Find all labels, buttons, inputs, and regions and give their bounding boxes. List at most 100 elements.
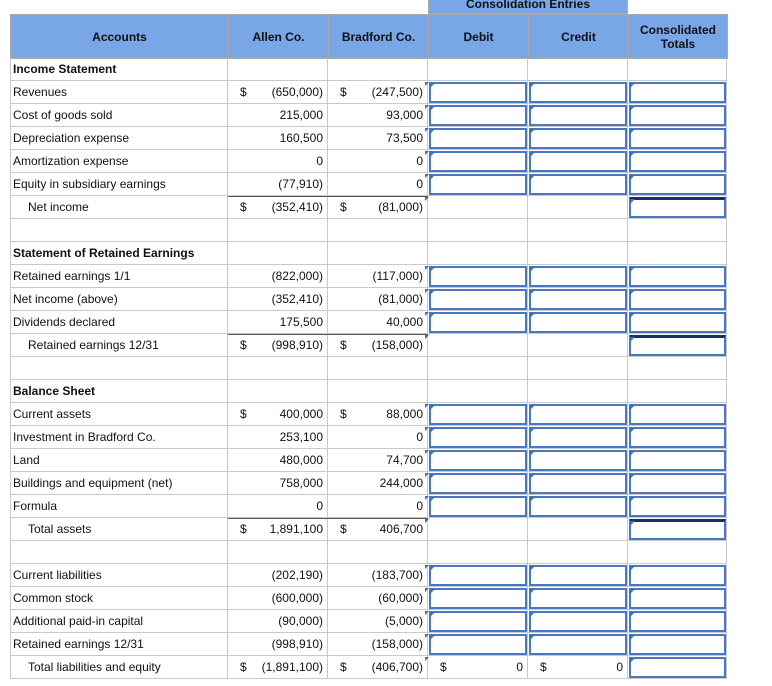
- input-box[interactable]: [529, 588, 627, 609]
- grid-cell: [10, 173, 228, 196]
- input-box[interactable]: [629, 151, 726, 172]
- input-box[interactable]: [529, 473, 627, 494]
- grid-cell: [10, 380, 228, 403]
- input-box[interactable]: [429, 82, 527, 103]
- grid-cell: [10, 196, 228, 219]
- input-box[interactable]: [429, 105, 527, 126]
- input-box[interactable]: [429, 151, 527, 172]
- input-box[interactable]: [529, 174, 627, 195]
- amount: (998,910): [271, 338, 323, 352]
- grid-cell: [10, 242, 228, 265]
- account-label: Additional paid-in capital: [13, 614, 144, 628]
- input-box[interactable]: [629, 197, 726, 218]
- grid-cell: [10, 449, 228, 472]
- grid-cell: [628, 265, 727, 288]
- input-box[interactable]: [429, 427, 527, 448]
- amount: (158,000): [371, 338, 423, 352]
- input-box[interactable]: [629, 496, 726, 517]
- input-box[interactable]: [629, 404, 726, 425]
- input-box[interactable]: [529, 404, 627, 425]
- grid-cell: [528, 150, 628, 173]
- grid-cell: [528, 426, 628, 449]
- cell-flag: [425, 634, 429, 638]
- grid-cell: [228, 104, 328, 127]
- input-box[interactable]: [629, 565, 726, 586]
- input-box[interactable]: [529, 128, 627, 149]
- amount: 244,000: [379, 476, 423, 490]
- input-box[interactable]: [429, 611, 527, 632]
- input-box[interactable]: [529, 266, 627, 287]
- input-box[interactable]: [529, 427, 627, 448]
- grid-cell: [328, 541, 428, 564]
- input-box[interactable]: [429, 289, 527, 310]
- column-header: Allen Co.: [228, 14, 329, 59]
- input-box[interactable]: [629, 519, 726, 540]
- grid-cell: [228, 472, 328, 495]
- input-box[interactable]: [529, 151, 627, 172]
- input-box[interactable]: [429, 450, 527, 471]
- currency-sign: $: [240, 407, 247, 421]
- currency-sign: $: [340, 522, 347, 536]
- grid-cell: [428, 58, 528, 81]
- grid-cell: [428, 81, 528, 104]
- grid-cell: [328, 403, 428, 426]
- cell-flag: [425, 82, 429, 86]
- input-box[interactable]: [529, 565, 627, 586]
- grid-cell: [528, 219, 628, 242]
- input-box[interactable]: [429, 473, 527, 494]
- input-box[interactable]: [429, 565, 527, 586]
- amount: (998,910): [271, 637, 323, 651]
- input-box[interactable]: [529, 289, 627, 310]
- grid-cell: [528, 173, 628, 196]
- input-box[interactable]: [429, 174, 527, 195]
- column-header: Consolidated Totals: [628, 14, 728, 59]
- currency-sign: $: [440, 660, 447, 674]
- input-box[interactable]: [429, 588, 527, 609]
- input-box[interactable]: [629, 312, 726, 333]
- input-box[interactable]: [629, 634, 726, 655]
- input-box[interactable]: [629, 174, 726, 195]
- input-box[interactable]: [629, 289, 726, 310]
- account-label: Total assets: [28, 522, 92, 536]
- amount: 253,100: [279, 430, 323, 444]
- cell-flag: [425, 266, 429, 270]
- input-box[interactable]: [429, 312, 527, 333]
- input-box[interactable]: [629, 266, 726, 287]
- input-box[interactable]: [629, 335, 726, 356]
- input-box[interactable]: [629, 473, 726, 494]
- cell-flag: [425, 151, 429, 155]
- input-box[interactable]: [429, 496, 527, 517]
- input-box[interactable]: [629, 427, 726, 448]
- input-box[interactable]: [529, 312, 627, 333]
- amount: 406,700: [379, 522, 423, 536]
- input-box[interactable]: [529, 611, 627, 632]
- grid-cell: [528, 265, 628, 288]
- account-label: Common stock: [13, 591, 94, 605]
- input-box[interactable]: [529, 82, 627, 103]
- account-label: Net income (above): [13, 292, 118, 306]
- input-box[interactable]: [629, 82, 726, 103]
- amount: 175,500: [279, 315, 323, 329]
- input-box[interactable]: [529, 634, 627, 655]
- input-box[interactable]: [629, 657, 726, 678]
- input-box[interactable]: [629, 588, 726, 609]
- cell-flag: [425, 335, 429, 339]
- input-box[interactable]: [629, 128, 726, 149]
- input-box[interactable]: [429, 266, 527, 287]
- input-box[interactable]: [529, 450, 627, 471]
- input-box[interactable]: [629, 105, 726, 126]
- input-box[interactable]: [629, 450, 726, 471]
- input-box[interactable]: [529, 105, 627, 126]
- grid-cell: [10, 633, 228, 656]
- grid-cell: [328, 196, 428, 219]
- cell-flag: [425, 588, 429, 592]
- input-box[interactable]: [629, 611, 726, 632]
- input-box[interactable]: [529, 496, 627, 517]
- input-box[interactable]: [429, 634, 527, 655]
- input-box[interactable]: [429, 404, 527, 425]
- grid-cell: [428, 242, 528, 265]
- amount: (90,000): [278, 614, 323, 628]
- input-box[interactable]: [429, 128, 527, 149]
- account-label: Total liabilities and equity: [28, 660, 161, 674]
- grid-cell: [428, 587, 528, 610]
